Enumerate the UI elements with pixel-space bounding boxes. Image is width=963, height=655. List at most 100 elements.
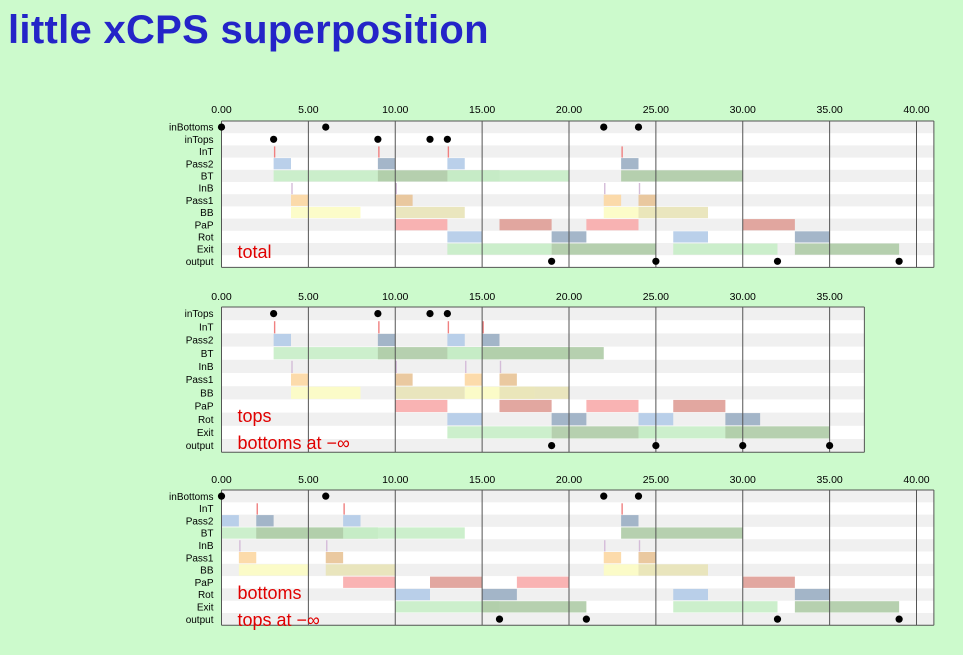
bar-pass1 (395, 373, 413, 386)
bar-bt (621, 170, 743, 182)
x-tick-label: 30.00 (730, 474, 756, 486)
bar-exit (551, 243, 656, 255)
bar-pass1 (499, 373, 517, 386)
x-tick-label: 10.00 (382, 104, 408, 116)
row-label: Pass1 (186, 196, 214, 207)
bar-rot (447, 231, 483, 243)
bar-exit (794, 243, 900, 255)
event-dot (322, 492, 330, 500)
bar-rot (673, 588, 708, 601)
row-label: Pass2 (186, 159, 214, 170)
bar-bt (256, 527, 378, 539)
x-tick-label: 30.00 (730, 104, 756, 116)
row-stripe (221, 145, 934, 158)
x-tick-label: 5.00 (298, 104, 319, 116)
bar-pass1 (395, 194, 413, 206)
bar-bb (291, 206, 361, 219)
row-label: Exit (197, 245, 214, 256)
event-dot (652, 442, 660, 450)
x-tick-label: 20.00 (556, 474, 582, 486)
row-label: InB (198, 541, 213, 552)
bar-pass1 (325, 552, 344, 564)
bar-bb (603, 564, 656, 576)
bar-exit (447, 426, 552, 439)
row-stripe (221, 490, 934, 503)
bar-rot (794, 588, 830, 601)
event-dot (773, 615, 782, 623)
bar-bt (377, 170, 500, 182)
row-label: InT (199, 322, 213, 333)
row-label: InT (199, 504, 213, 515)
event-dot (634, 123, 643, 131)
row-label: Rot (198, 590, 214, 601)
caption-label: bottoms (238, 583, 302, 603)
event-dot (270, 310, 278, 318)
bar-pap (586, 399, 639, 413)
bar-bb (603, 206, 656, 219)
row-stripe (221, 359, 865, 373)
event-dot (600, 123, 608, 131)
event-dot (548, 257, 556, 265)
event-dot (895, 615, 903, 623)
bar-pass1 (291, 373, 309, 386)
bar-exit (482, 601, 587, 613)
event-dot (217, 492, 226, 500)
event-dot (548, 442, 556, 450)
bar-exit (638, 426, 743, 439)
row-label: InB (198, 362, 213, 373)
row-stripe (221, 439, 865, 453)
row-label: BT (201, 349, 214, 360)
x-tick-label: 35.00 (816, 291, 842, 303)
event-dot (426, 135, 434, 143)
bar-pap (430, 576, 483, 588)
page-title: little xCPS superposition (8, 8, 489, 52)
event-dot (374, 135, 382, 143)
bar-rot (447, 413, 483, 426)
event-dot (495, 615, 504, 623)
bar-pap (673, 399, 726, 413)
event-dot (739, 442, 747, 450)
row-label: BB (200, 388, 214, 399)
row-label: PaP (195, 402, 214, 413)
caption-label: bottoms at −∞ (238, 433, 351, 453)
row-label: PaP (195, 578, 214, 589)
bar-pass1 (638, 194, 656, 206)
row-stripe (221, 514, 934, 527)
row-label: Pass2 (186, 516, 214, 527)
x-tick-label: 20.00 (556, 291, 582, 303)
row-label: BB (200, 566, 214, 577)
x-tick-label: 25.00 (643, 474, 669, 486)
event-dot (773, 257, 782, 265)
bar-pass2 (621, 515, 639, 527)
row-stripe (221, 218, 934, 231)
row-label: BB (200, 208, 214, 219)
x-tick-label: 40.00 (903, 104, 929, 116)
bar-bt (621, 527, 743, 539)
event-dot (374, 310, 382, 318)
row-stripe (221, 333, 865, 347)
event-dot (322, 123, 330, 131)
chart-total: 0.00 5.00 10.00 15.00 20.00 25.00 30.00 35.00 40… (169, 104, 935, 268)
row-label: Exit (197, 602, 214, 613)
bar-pass1 (464, 373, 483, 386)
chart-bottoms: 0.00 5.00 10.00 15.00 20.00 25.00 30.00 35.00 40… (169, 474, 935, 630)
caption-label: total (238, 242, 272, 262)
row-stripe (221, 412, 865, 426)
bar-pass2 (273, 333, 291, 347)
bar-exit (395, 601, 500, 613)
bar-bt (273, 170, 396, 182)
x-tick-label: 15.00 (469, 291, 495, 303)
bar-pap (742, 576, 795, 588)
event-dot (217, 123, 226, 131)
row-stripe (221, 613, 934, 626)
bar-exit (673, 601, 778, 613)
event-dot (443, 310, 451, 318)
bar-pass2 (621, 158, 639, 170)
bar-exit (673, 243, 778, 255)
caption-label: tops at −∞ (238, 610, 321, 630)
row-stripe (221, 307, 865, 321)
bar-pass1 (603, 552, 622, 564)
row-label: Rot (198, 415, 214, 426)
x-tick-label: 35.00 (816, 104, 842, 116)
bar-pass2 (482, 333, 500, 347)
